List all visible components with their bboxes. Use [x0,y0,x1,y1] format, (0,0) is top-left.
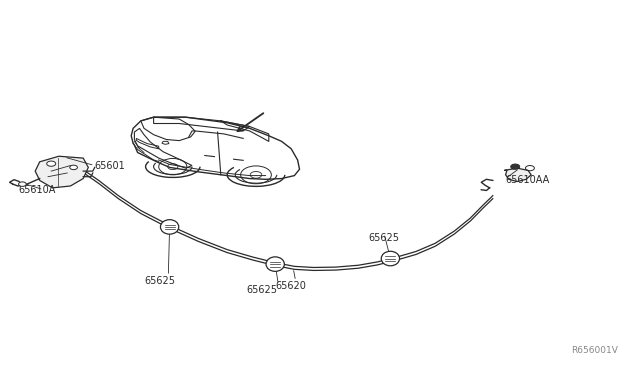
Text: 65610AA: 65610AA [506,176,550,185]
Circle shape [47,161,56,166]
Text: 65625: 65625 [246,285,277,295]
Text: 65625: 65625 [144,276,175,286]
Ellipse shape [266,257,284,272]
Ellipse shape [161,219,179,234]
Text: 65601: 65601 [95,161,125,170]
Ellipse shape [381,251,399,266]
Circle shape [70,165,77,170]
Polygon shape [504,168,531,182]
Text: R656001V: R656001V [571,346,618,355]
Polygon shape [35,156,88,188]
Text: 65610A: 65610A [18,185,55,195]
Text: 65620: 65620 [275,282,306,291]
Circle shape [19,182,26,186]
Text: 65625: 65625 [368,233,399,243]
Circle shape [511,164,520,169]
